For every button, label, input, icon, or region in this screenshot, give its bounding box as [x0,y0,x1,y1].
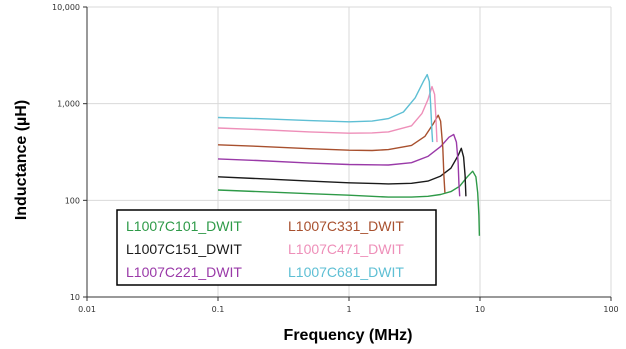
legend-item-2: L1007C151_DWIT [126,241,242,257]
legend: L1007C101_DWIT L1007C151_DWIT L1007C221_… [116,209,437,286]
series-line-2 [217,147,467,197]
x-tick-label: 100 [603,305,618,314]
series-line-4 [217,114,446,193]
x-tick-label: 0.01 [78,305,96,314]
y-tick-label: 1,000 [57,100,80,109]
legend-item-3: L1007C221_DWIT [126,264,242,280]
legend-item-4: L1007C331_DWIT [288,218,404,234]
x-axis-title: Frequency (MHz) [284,327,413,344]
y-tick-label: 100 [65,196,80,205]
y-axis-ticks: 10 100 1,000 10,000 [52,3,87,302]
series-lines [217,73,481,236]
legend-item-6: L1007C681_DWIT [288,264,404,280]
x-tick-label: 10 [475,305,485,314]
legend-box [116,209,437,286]
series-line-6 [217,73,434,143]
y-tick-label: 10 [70,293,80,302]
legend-item-1: L1007C101_DWIT [126,218,242,234]
y-axis-title: Inductance (µH) [13,100,30,220]
series-line-5 [217,85,438,143]
legend-item-5: L1007C471_DWIT [288,241,404,257]
series-line-3 [217,133,461,197]
y-tick-label: 10,000 [52,3,80,12]
x-tick-label: 0.1 [212,305,225,314]
x-tick-label: 1 [346,305,351,314]
series-line-1 [217,170,481,236]
x-axis-ticks: 0.01 0.1 1 10 100 [78,297,619,314]
